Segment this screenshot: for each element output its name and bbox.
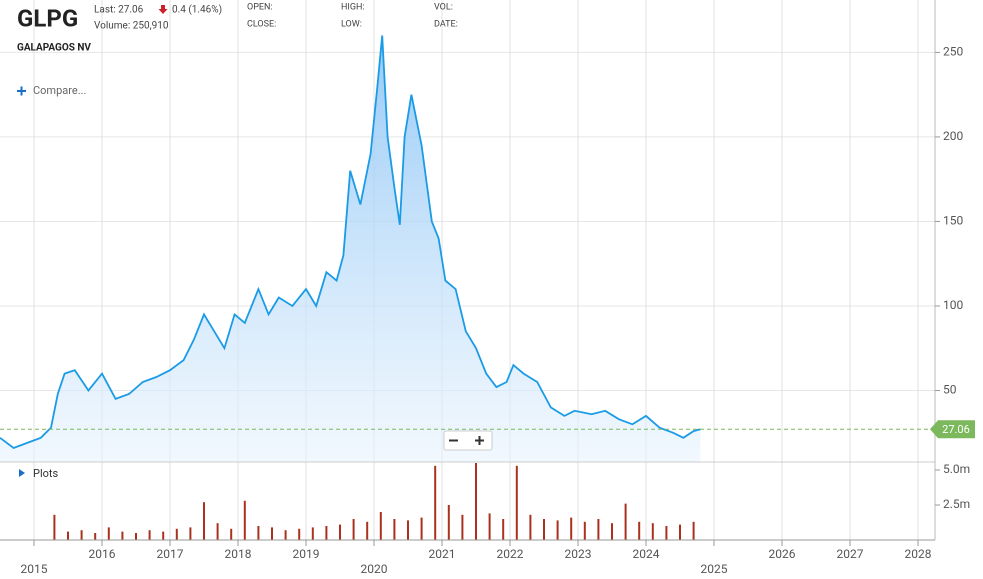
last: Last: 27.06 (94, 5, 144, 16)
low: LOW: (341, 19, 362, 29)
x-tick-label: 2015 (21, 562, 48, 576)
volume-bar (624, 503, 627, 540)
volume-bar (461, 514, 464, 540)
last-price-label: 27.06 (942, 423, 970, 436)
volume-bar (162, 531, 165, 540)
x-tick-label: 2021 (429, 547, 456, 561)
volume-bar (665, 526, 668, 540)
volume-bar (543, 519, 545, 540)
volume-bar (203, 502, 205, 540)
volume-bar (107, 527, 110, 540)
volume-bar (488, 513, 491, 540)
company-name: GALAPAGOS NV (17, 43, 91, 54)
volume-bar (651, 523, 654, 540)
volume-bar (216, 523, 219, 540)
x-tick-label: 2022 (497, 547, 524, 561)
y-tick-label: 2.5m (943, 497, 970, 511)
date: DATE: (434, 19, 458, 29)
volume-bar (257, 526, 260, 540)
volume-bar (393, 519, 396, 540)
y-tick-label: 150 (943, 214, 963, 228)
price-area (0, 35, 701, 462)
volume-bar (679, 524, 681, 540)
volume-bar (298, 528, 301, 540)
volume-bar (311, 527, 314, 540)
zoom-in[interactable] (475, 436, 484, 445)
x-tick-label: 2028 (905, 547, 932, 561)
zoom-box (443, 430, 493, 451)
plus-icon (17, 86, 26, 96)
volume-bar (271, 527, 273, 540)
volume-bar (447, 505, 450, 540)
volume-bar (366, 521, 369, 540)
price-line (0, 35, 701, 450)
symbol: GLPG (17, 4, 78, 32)
volume-bar (529, 514, 532, 540)
volume-bar (638, 521, 641, 540)
open: OPEN: (247, 2, 273, 12)
vol: VOL: (434, 2, 453, 12)
x-tick-label: 2025 (701, 562, 728, 576)
volume-bar (339, 524, 341, 540)
volume-bar (420, 517, 423, 540)
volume: Volume: 250,910 (94, 21, 169, 32)
zoom-controls (443, 430, 493, 451)
last-price-flag (930, 420, 975, 439)
volume-bar (135, 533, 137, 540)
volume-bar (570, 517, 573, 540)
volume-bar (379, 512, 382, 540)
y-tick-label: 50 (943, 383, 957, 397)
volume-bar (80, 530, 83, 540)
volume-bar (121, 531, 124, 540)
volume-bar (583, 521, 586, 540)
x-tick-label: 2027 (837, 547, 864, 561)
volume-bar (284, 530, 287, 540)
volume-bar (175, 528, 178, 540)
volume-bar (611, 523, 613, 540)
change: 0.4 (1.46%) (172, 4, 222, 16)
x-tick-label: 2026 (769, 547, 796, 561)
x-tick-label: 2018 (225, 547, 252, 561)
volume-bar (243, 500, 246, 540)
volume-bar (53, 514, 56, 540)
close: CLOSE: (247, 19, 276, 29)
volume-bar (352, 519, 355, 540)
volume-bar (67, 531, 69, 540)
volume-bar (692, 521, 695, 540)
plots-button[interactable]: Plots (19, 467, 58, 480)
x-tick-label: 2016 (89, 547, 116, 561)
triangle-icon (19, 469, 25, 477)
down-arrow (158, 5, 168, 14)
high: HIGH: (341, 2, 365, 12)
y-tick-label: 250 (943, 45, 963, 59)
compare[interactable]: Compare... (33, 84, 86, 97)
volume-bar (556, 520, 559, 540)
x-tick-label: 2020 (361, 562, 388, 576)
x-tick-label: 2024 (633, 547, 660, 561)
plots[interactable]: Plots (33, 467, 58, 480)
y-tick-label: 100 (943, 298, 963, 312)
y-tick-label: 200 (943, 129, 963, 143)
volume-bar (94, 533, 97, 540)
volume-bar (325, 526, 328, 540)
volume-bar (475, 463, 477, 540)
x-tick-label: 2017 (157, 547, 184, 561)
volume-bar (148, 530, 151, 540)
y-tick-label: 5.0m (943, 462, 970, 476)
compare-button[interactable]: Compare... (17, 84, 86, 97)
volume-bar (597, 519, 600, 540)
volume-bar (407, 520, 409, 540)
volume-bar (515, 465, 518, 540)
x-tick-label: 2019 (293, 547, 320, 561)
volume-bar (189, 527, 192, 540)
volume-bar (502, 519, 505, 540)
x-tick-label: 2023 (565, 547, 592, 561)
volume-bar (230, 528, 233, 540)
volume-bar (434, 465, 437, 540)
